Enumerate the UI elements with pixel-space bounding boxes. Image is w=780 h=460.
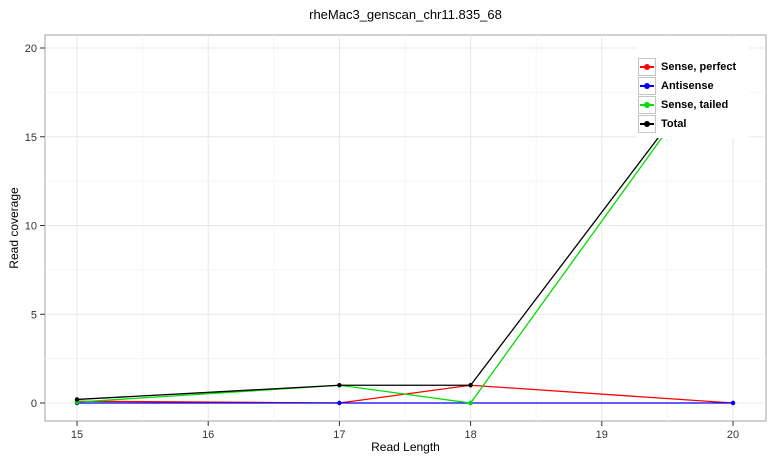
y-tick-label: 15 xyxy=(25,132,37,144)
y-tick-label: 10 xyxy=(25,221,37,233)
x-tick-label: 16 xyxy=(202,429,214,441)
y-axis-label: Read coverage xyxy=(7,187,21,269)
legend-label: Sense, tailed xyxy=(661,98,729,111)
legend-label: Total xyxy=(661,117,687,130)
legend-key-icon xyxy=(638,57,656,76)
y-tick-label: 20 xyxy=(25,43,37,55)
legend-item-total: Total xyxy=(638,114,749,133)
series-point-total xyxy=(468,383,473,388)
legend-label: Antisense xyxy=(661,79,714,92)
x-axis-label: Read Length xyxy=(371,440,440,454)
x-tick-label: 18 xyxy=(464,429,476,441)
legend: Sense, perfect Antisense Sense, tailed Tota… xyxy=(636,37,749,138)
legend-item-antisense: Antisense xyxy=(638,76,749,95)
series-point-antisense xyxy=(730,400,736,406)
x-tick-label: 20 xyxy=(727,429,739,441)
series-point-antisense xyxy=(337,400,342,406)
x-tick-label: 19 xyxy=(596,429,608,441)
legend-label: Sense, perfect xyxy=(661,60,737,73)
chart-title: rheMac3_genscan_chr11.835_68 xyxy=(309,7,502,22)
series-point-total xyxy=(74,397,80,402)
series-point-sense-tailed xyxy=(468,400,473,406)
legend-key-icon xyxy=(638,114,656,133)
legend-item-sense-tailed: Sense, tailed xyxy=(638,95,749,114)
legend-key-icon xyxy=(638,76,656,95)
series-point-total xyxy=(337,383,342,388)
series-line-total xyxy=(76,38,734,401)
series-line-sense-tailed xyxy=(76,38,734,404)
legend-key-icon xyxy=(638,95,656,114)
x-tick-label: 17 xyxy=(333,429,345,441)
y-tick-label: 5 xyxy=(31,309,37,321)
legend-item-sense-perfect: Sense, perfect xyxy=(638,57,749,76)
y-tick-label: 0 xyxy=(31,398,37,410)
x-tick-label: 15 xyxy=(71,429,83,441)
